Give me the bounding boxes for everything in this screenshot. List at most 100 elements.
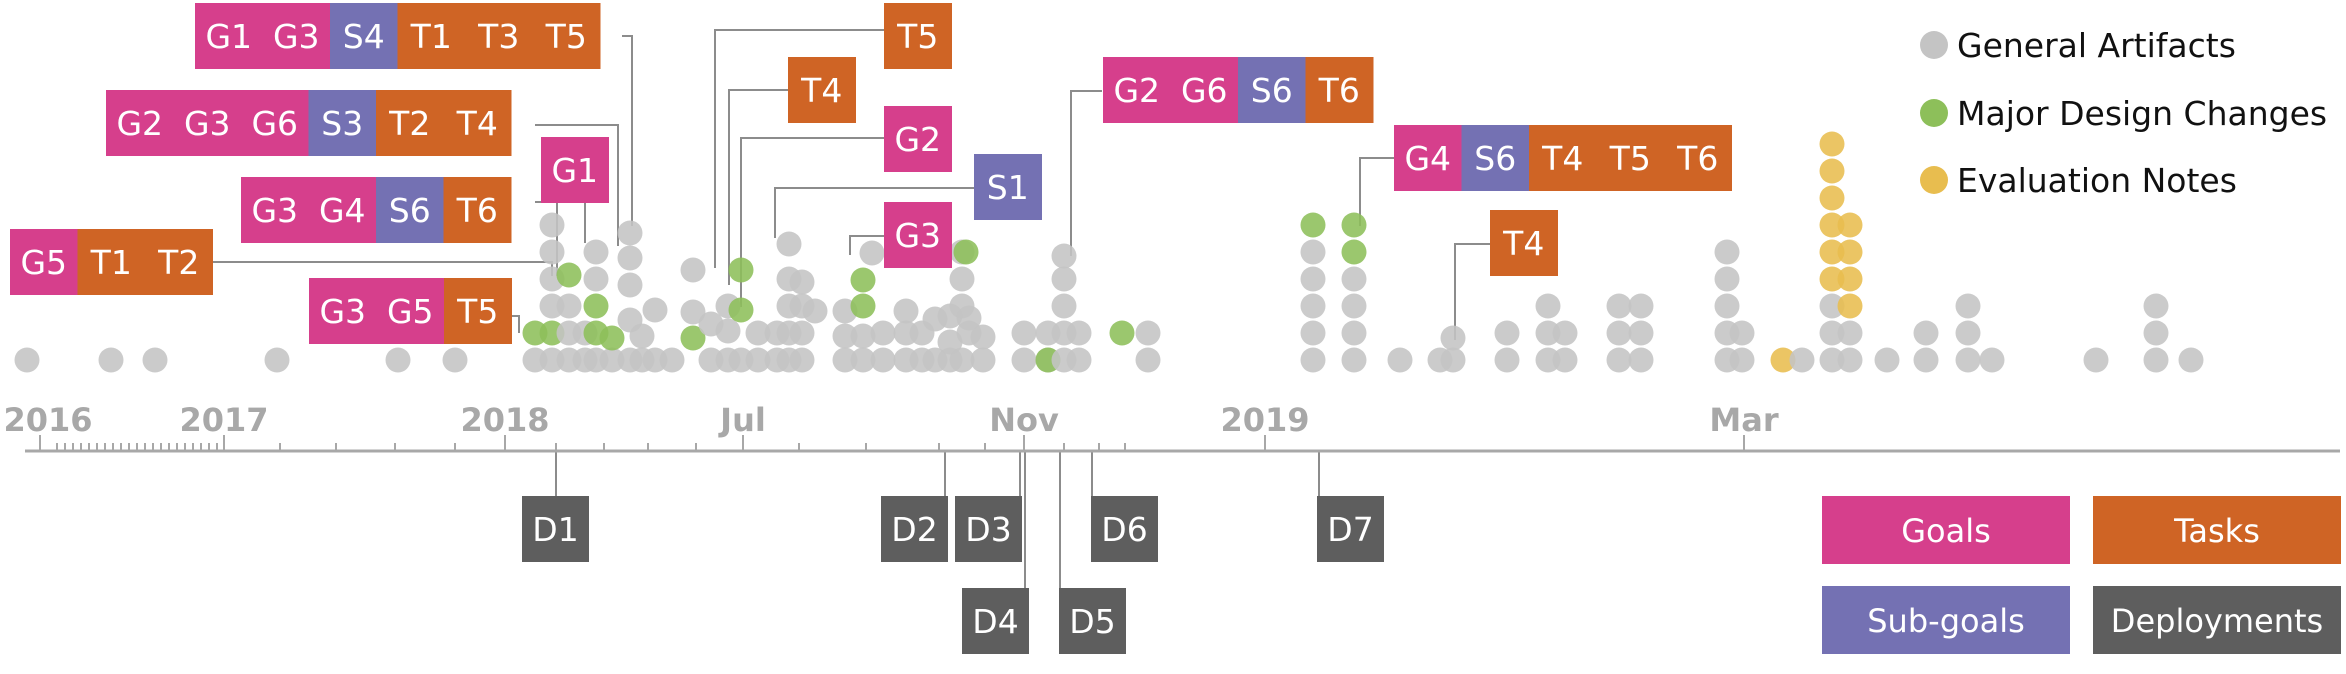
evaluation-note-dot bbox=[1770, 347, 1796, 373]
evaluation-note-dot bbox=[1837, 212, 1863, 238]
axis-label-2019: 2019 bbox=[1220, 401, 1309, 439]
connector-line bbox=[1359, 157, 1395, 226]
artifact-dot bbox=[2083, 347, 2109, 373]
evaluation-note-dot bbox=[1837, 293, 1863, 319]
subgoal-box bbox=[974, 154, 1042, 220]
artifact-dot bbox=[1387, 347, 1413, 373]
artifact-dot bbox=[1606, 347, 1632, 373]
task-box bbox=[788, 57, 856, 123]
artifact-dot bbox=[2143, 320, 2169, 346]
subgoal-box bbox=[308, 90, 377, 156]
artifact-dot bbox=[949, 347, 975, 373]
design-change-dot bbox=[1341, 212, 1367, 238]
task-label: T1 bbox=[410, 17, 452, 56]
goal-box bbox=[1170, 57, 1239, 123]
design-change-dot bbox=[599, 325, 625, 351]
design-change-dot bbox=[1300, 212, 1326, 238]
artifact-dot bbox=[1535, 293, 1561, 319]
goal-label: G5 bbox=[387, 292, 434, 331]
artifact-dot bbox=[1837, 347, 1863, 373]
goal-box bbox=[308, 177, 377, 243]
artifact-dots bbox=[14, 131, 2204, 373]
task-box bbox=[376, 90, 444, 156]
design-change-dot bbox=[728, 257, 754, 283]
task-label: T6 bbox=[1318, 71, 1360, 110]
deployment-boxes: D1 D2 D3 D4 D5 D6 D7 bbox=[522, 496, 1384, 654]
artifact-dot bbox=[1341, 347, 1367, 373]
subgoal-label: S4 bbox=[343, 17, 385, 56]
connector-line bbox=[213, 261, 553, 276]
connector-line bbox=[622, 35, 633, 226]
artifact-dot bbox=[1051, 266, 1077, 292]
artifact-dot bbox=[680, 257, 706, 283]
legend-general-swatch bbox=[1920, 31, 1948, 59]
task-box bbox=[1596, 125, 1665, 191]
task-label: T5 bbox=[1609, 139, 1651, 178]
deployment-label: D4 bbox=[972, 602, 1018, 641]
axis-label-2016: 2016 bbox=[3, 401, 92, 439]
artifact-dot bbox=[629, 323, 655, 349]
goal-box bbox=[195, 3, 263, 69]
artifact-dot bbox=[1011, 347, 1037, 373]
artifact-dot bbox=[617, 220, 643, 246]
artifact-dot bbox=[949, 266, 975, 292]
key-tasks-box bbox=[2093, 496, 2341, 564]
goal-box bbox=[106, 90, 174, 156]
artifact-dot bbox=[2143, 347, 2169, 373]
connector-line bbox=[740, 137, 909, 307]
artifact-dot bbox=[1789, 347, 1815, 373]
goal-box bbox=[541, 137, 609, 203]
artifact-dot bbox=[1714, 266, 1740, 292]
task-box bbox=[443, 177, 512, 243]
artifact-dot bbox=[1729, 347, 1755, 373]
task-label: T4 bbox=[1502, 224, 1544, 263]
design-change-dot bbox=[728, 297, 754, 323]
goal-label: G6 bbox=[1181, 71, 1228, 110]
subgoal-box bbox=[1461, 125, 1530, 191]
artifact-dot bbox=[1819, 347, 1845, 373]
deployment-box bbox=[1091, 496, 1158, 562]
goal-label: G2 bbox=[116, 104, 163, 143]
artifact-dot bbox=[1552, 320, 1578, 346]
task-box bbox=[397, 3, 466, 69]
artifact-dot bbox=[1066, 347, 1092, 373]
legend-design-swatch bbox=[1920, 99, 1948, 127]
artifact-dot bbox=[1341, 293, 1367, 319]
task-box bbox=[444, 278, 512, 344]
deployment-label: D1 bbox=[532, 510, 578, 549]
goal-box bbox=[884, 106, 952, 172]
legend-evaluation-label: Evaluation Notes bbox=[1957, 161, 2237, 200]
goal-label: G3 bbox=[894, 216, 941, 255]
artifact-dot bbox=[859, 240, 885, 266]
design-change-dot bbox=[1109, 320, 1135, 346]
artifact-dot bbox=[802, 298, 828, 324]
design-change-dot bbox=[953, 239, 979, 265]
artifact-dot bbox=[937, 329, 963, 355]
goal-label: G3 bbox=[251, 191, 298, 230]
artifact-dot bbox=[539, 239, 565, 265]
artifact-dot bbox=[1135, 347, 1161, 373]
artifact-dot bbox=[1066, 320, 1092, 346]
legend-design-label: Major Design Changes bbox=[1957, 94, 2327, 133]
connector-line bbox=[774, 187, 976, 238]
design-change-dot bbox=[583, 293, 609, 319]
artifact-dot bbox=[1913, 347, 1939, 373]
task-label: T6 bbox=[456, 191, 498, 230]
artifact-dot bbox=[442, 347, 468, 373]
goal-label: G3 bbox=[184, 104, 231, 143]
task-label: T2 bbox=[388, 104, 430, 143]
artifact-dot bbox=[142, 347, 168, 373]
connector-line bbox=[714, 29, 917, 268]
goal-label: G4 bbox=[1404, 139, 1451, 178]
artifact-dot bbox=[1300, 266, 1326, 292]
subgoal-label: S1 bbox=[987, 168, 1029, 207]
goal-label: G5 bbox=[20, 243, 67, 282]
artifact-dot bbox=[956, 305, 982, 331]
goal-box bbox=[1103, 57, 1171, 123]
goal-box bbox=[241, 90, 309, 156]
task-label: T1 bbox=[90, 243, 132, 282]
artifact-dot bbox=[1300, 293, 1326, 319]
evaluation-note-dot bbox=[1819, 239, 1845, 265]
goal-label: G2 bbox=[1113, 71, 1160, 110]
deployment-box bbox=[955, 496, 1022, 562]
